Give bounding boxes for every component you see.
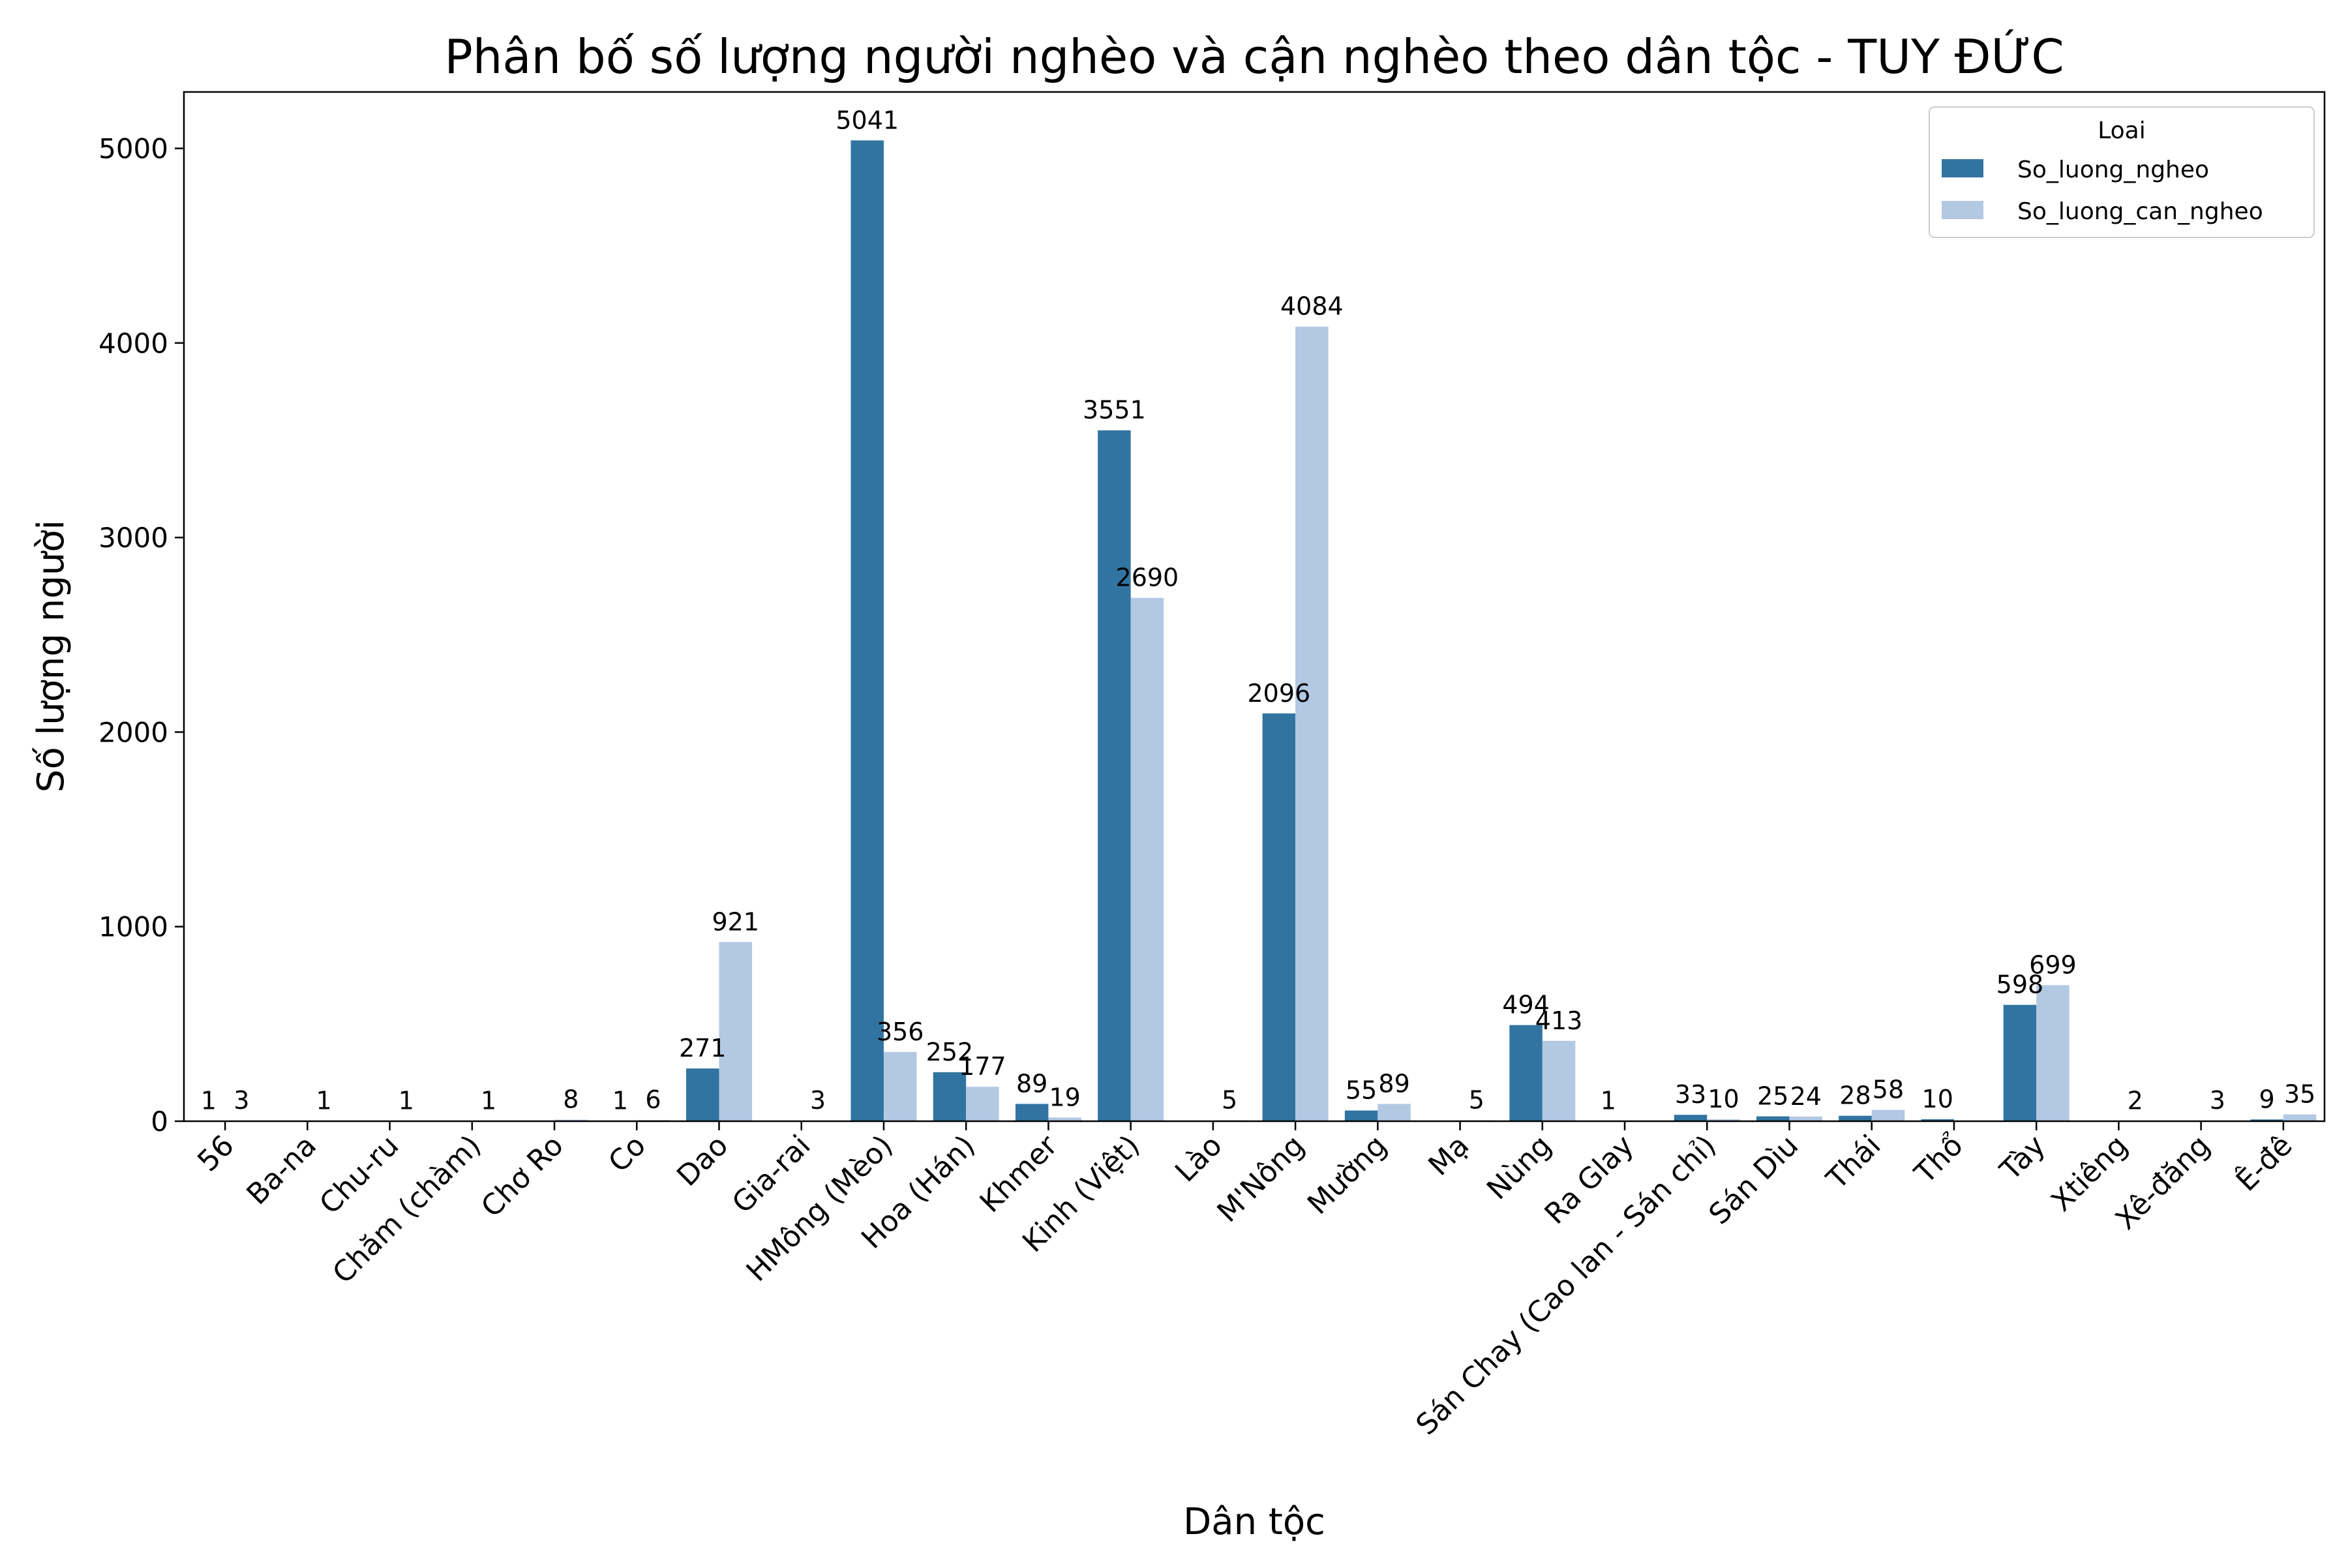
data-label-can-ngheo-12: 5 — [1222, 1086, 1237, 1115]
data-label-can-ngheo-6: 921 — [712, 907, 759, 936]
data-label-can-ngheo-9: 177 — [959, 1052, 1006, 1081]
y-tick-label-4000: 4000 — [98, 327, 168, 359]
data-label-can-ngheo-24: 3 — [2210, 1086, 2225, 1115]
bar-ngheo-16 — [1509, 1025, 1543, 1121]
data-label-can-ngheo-16: 413 — [1535, 1006, 1583, 1035]
data-label-can-ngheo-18: 10 — [1708, 1085, 1739, 1113]
bar-ngheo-6 — [686, 1068, 719, 1121]
bar-ngheo-19 — [1756, 1116, 1790, 1121]
data-label-can-ngheo-11: 2690 — [1116, 564, 1179, 592]
data-label-can-ngheo-15: 5 — [1469, 1086, 1484, 1115]
y-tick-label-2000: 2000 — [98, 716, 168, 748]
data-label-can-ngheo-20: 58 — [1873, 1076, 1904, 1104]
data-label-can-ngheo-10: 19 — [1049, 1083, 1080, 1111]
bar-ngheo-14 — [1344, 1110, 1378, 1121]
legend-label-can-ngheo: So_luong_can_ngheo — [2017, 198, 2263, 225]
data-label-ngheo-9: 252 — [926, 1038, 974, 1066]
bar-ngheo-21 — [1921, 1119, 1954, 1121]
y-tick-label-3000: 3000 — [98, 522, 168, 554]
y-tick-label-1000: 1000 — [98, 911, 168, 943]
data-label-ngheo-21: 10 — [1922, 1085, 1953, 1113]
data-label-can-ngheo-2: 1 — [399, 1087, 414, 1115]
legend-title: Loai — [2098, 117, 2146, 144]
bar-can-ngheo-19 — [1789, 1116, 1822, 1121]
data-label-can-ngheo-25: 35 — [2284, 1080, 2315, 1109]
data-label-can-ngheo-7: 3 — [810, 1086, 826, 1115]
bar-ngheo-22 — [2003, 1004, 2037, 1121]
bar-can-ngheo-25 — [2283, 1114, 2317, 1121]
bar-can-ngheo-13 — [1295, 326, 1329, 1122]
bar-can-ngheo-6 — [719, 942, 752, 1121]
bar-ngheo-8 — [850, 140, 884, 1121]
data-label-can-ngheo-3: 1 — [481, 1087, 496, 1115]
bars-group — [192, 140, 2317, 1122]
data-label-ngheo-16: 494 — [1502, 991, 1550, 1019]
legend-swatch-ngheo — [1942, 159, 1983, 177]
bar-ngheo-25 — [2250, 1119, 2283, 1121]
x-axis-label: Dân tộc — [1183, 1501, 1325, 1543]
bar-can-ngheo-8 — [883, 1051, 917, 1121]
data-label-ngheo-10: 89 — [1016, 1069, 1047, 1098]
data-label-ngheo-8: 5041 — [835, 106, 899, 134]
data-label-ngheo-14: 55 — [1346, 1076, 1377, 1105]
data-label-ngheo-18: 33 — [1675, 1080, 1706, 1109]
bar-ngheo-18 — [1674, 1115, 1708, 1121]
legend-swatch-can-ngheo — [1942, 201, 1983, 219]
y-axis: 0 1000 2000 3000 4000 5000 — [98, 133, 184, 1138]
bar-ngheo-11 — [1098, 430, 1131, 1121]
bar-can-ngheo-20 — [1871, 1109, 1905, 1121]
data-label-can-ngheo-13: 4084 — [1280, 292, 1344, 321]
bar-can-ngheo-10 — [1048, 1117, 1081, 1121]
data-label-ngheo-22: 598 — [1996, 971, 2044, 999]
y-tick-label-0: 0 — [151, 1106, 168, 1138]
data-label-can-ngheo-0: 3 — [233, 1086, 249, 1115]
data-label-can-ngheo-14: 89 — [1378, 1069, 1409, 1098]
plot-frame — [183, 91, 2326, 1123]
data-label-ngheo-0: 1 — [201, 1087, 217, 1115]
data-label-ngheo-25: 9 — [2259, 1085, 2275, 1113]
legend-box — [1929, 106, 2315, 238]
bar-can-ngheo-22 — [2036, 985, 2070, 1121]
bar-can-ngheo-9 — [966, 1087, 999, 1121]
data-label-can-ngheo-4: 8 — [563, 1085, 579, 1114]
data-label-can-ngheo-8: 356 — [877, 1018, 924, 1046]
data-label-ngheo-5: 1 — [612, 1087, 628, 1115]
data-label-ngheo-17: 1 — [1601, 1087, 1616, 1115]
data-label-ngheo-13: 2096 — [1248, 679, 1311, 708]
data-label-ngheo-19: 25 — [1757, 1082, 1788, 1111]
data-label-ngheo-20: 28 — [1839, 1081, 1871, 1110]
bar-ngheo-20 — [1839, 1115, 1872, 1121]
y-axis-label: Số lượng người — [30, 520, 72, 792]
data-label-can-ngheo-22: 699 — [2029, 950, 2077, 979]
data-label-can-ngheo-23: 2 — [2128, 1086, 2143, 1115]
data-label-ngheo-11: 3551 — [1083, 396, 1146, 425]
bar-can-ngheo-16 — [1542, 1040, 1576, 1121]
data-label-can-ngheo-19: 24 — [1790, 1082, 1822, 1111]
bar-ngheo-13 — [1262, 713, 1296, 1121]
data-label-ngheo-6: 271 — [679, 1034, 727, 1063]
legend-label-ngheo: So_luong_ngheo — [2017, 157, 2209, 183]
data-label-can-ngheo-5: 6 — [645, 1085, 661, 1114]
legend: Loai So_luong_ngheo So_luong_can_ngheo — [1929, 106, 2315, 238]
data-label-can-ngheo-1: 1 — [316, 1087, 331, 1115]
y-tick-label-5000: 5000 — [98, 133, 168, 165]
bar-ngheo-10 — [1015, 1104, 1049, 1121]
bar-can-ngheo-14 — [1377, 1104, 1411, 1121]
bar-ngheo-9 — [933, 1072, 967, 1121]
bar-can-ngheo-18 — [1707, 1119, 1740, 1121]
chart-title: Phân bố số lượng người nghèo và cận nghè… — [444, 29, 2064, 84]
bar-can-ngheo-11 — [1130, 597, 1164, 1121]
